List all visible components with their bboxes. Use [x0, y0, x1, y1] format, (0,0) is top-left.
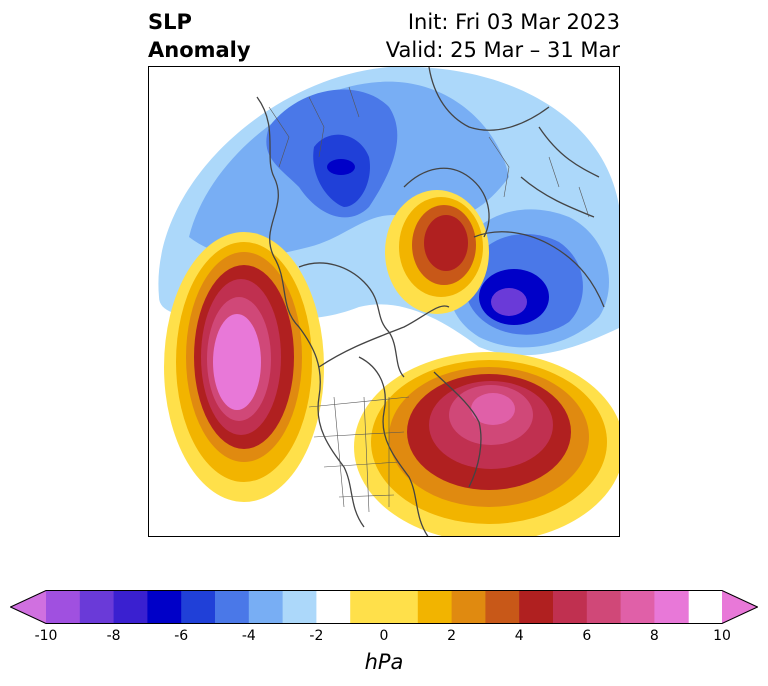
colorbar-tick-label: 6 — [582, 628, 592, 644]
colorbar-band — [350, 590, 419, 624]
colorbar-band — [181, 590, 216, 624]
colorbar-band — [282, 590, 317, 624]
colorbar-band — [485, 590, 520, 624]
init-date: Init: Fri 03 Mar 2023 — [407, 10, 620, 34]
colorbar-band — [147, 590, 182, 624]
colorbar-tick-label: 0 — [379, 628, 389, 644]
colorbar-extend-high — [722, 590, 758, 624]
colorbar-band — [113, 590, 148, 624]
coastlines — [256, 67, 605, 536]
colorbar-tick-label: -4 — [241, 628, 256, 644]
anomaly-field — [158, 67, 619, 536]
colorbar-band — [620, 590, 655, 624]
title-field: Anomaly — [148, 38, 251, 62]
map-dates: Init: Fri 03 Mar 2023 Valid: 25 Mar – 31… — [386, 8, 620, 64]
colorbar-band — [79, 590, 115, 624]
colorbar-extend-low — [10, 590, 46, 624]
political-borders — [268, 86, 590, 513]
colorbar-band — [215, 590, 250, 624]
negative-anomaly-siberia-peak — [491, 288, 527, 316]
colorbar-band — [451, 590, 486, 624]
colorbar-band — [654, 590, 689, 624]
colorbar-tick-label: 8 — [649, 628, 659, 644]
colorbar-band — [586, 590, 622, 624]
colorbar-tick-label: 2 — [447, 628, 457, 644]
positive-anomaly-pacific-peak — [213, 314, 261, 410]
colorbar-outline — [10, 590, 758, 624]
colorbar-tick-label: -8 — [106, 628, 121, 644]
colorbar-tick-label: -2 — [309, 628, 324, 644]
colorbar-tick-label: -10 — [34, 628, 58, 644]
positive-anomaly-europe-peak — [424, 215, 468, 271]
title-variable: SLP — [148, 10, 192, 34]
negative-anomaly-canada-peak — [327, 159, 355, 175]
colorbar-tick-label: 10 — [713, 628, 731, 644]
map-title: SLP Anomaly — [148, 8, 251, 64]
colorbar-tick-label: -6 — [174, 628, 189, 644]
colorbar-tick-label: 4 — [514, 628, 524, 644]
colorbar — [10, 590, 758, 624]
valid-date-range: Valid: 25 Mar – 31 Mar — [385, 38, 620, 62]
colorbar-band — [417, 590, 453, 624]
colorbar-band — [46, 590, 81, 624]
map-panel — [148, 66, 620, 537]
colorbar-band — [519, 590, 554, 624]
colorbar-band — [248, 590, 284, 624]
colorbar-band — [553, 590, 588, 624]
map-canvas — [158, 67, 619, 536]
positive-anomaly-atlantic-peak — [471, 393, 515, 425]
colorbar-unit-label: hPa — [364, 650, 404, 674]
colorbar-band — [316, 590, 351, 624]
